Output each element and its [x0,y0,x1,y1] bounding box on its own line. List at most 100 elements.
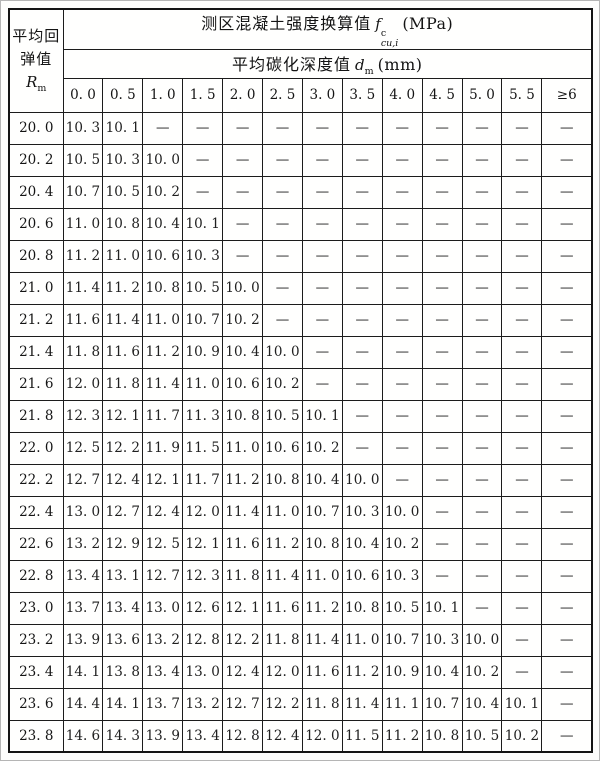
row-label-rebound-value: 20. 0 [8,111,64,145]
value-cell: — [501,655,543,689]
value-cell: 11. 9 [142,431,184,465]
value-cell: — [541,111,593,145]
value-cell: — [262,143,303,177]
value-cell: 10. 1 [421,591,463,625]
value-cell: 13. 4 [102,591,144,625]
value-cell: — [421,527,463,561]
value-cell: 12. 1 [222,591,264,625]
table-row: 20. 2 10. 5 10. 3 10. 0 — — — — — — — — … [8,143,593,177]
value-cell: — [301,207,343,241]
row-label-rebound-value: 23. 0 [8,591,64,625]
row-label-rebound-value: 21. 4 [8,335,64,369]
table-row: 23. 8 14. 6 14. 3 13. 9 13. 4 12. 8 12. … [8,719,593,753]
value-cell: 10. 6 [341,559,383,593]
value-cell: — [222,207,264,241]
value-cell: 12. 7 [62,463,104,497]
value-cell: — [501,463,543,497]
value-cell: 12. 1 [182,527,224,561]
value-cell: 10. 3 [102,143,144,177]
value-cell: 12. 1 [102,399,144,433]
column-header-depth-value: 3. 5 [341,77,383,113]
value-cell: — [301,303,343,337]
value-cell: 13. 2 [142,623,184,657]
value-cell: — [421,303,463,337]
value-cell: 10. 4 [341,527,383,561]
value-cell: — [501,175,543,209]
value-cell: — [461,271,503,305]
value-cell: 11. 2 [262,527,303,561]
value-cell: 10. 8 [102,207,144,241]
value-cell: — [421,335,463,369]
value-cell: 10. 8 [142,271,184,305]
value-cell: 10. 5 [381,591,423,625]
table-title-strength-conversion: 测区混凝土强度换算值 f c cu,i (MPa) [62,8,593,50]
value-cell: — [541,431,593,465]
value-cell: 12. 2 [222,623,264,657]
value-cell: — [501,623,543,657]
value-cell: — [501,239,543,273]
value-cell: 12. 8 [182,623,224,657]
value-cell: 10. 7 [381,623,423,657]
value-cell: 10. 8 [301,527,343,561]
corner-header-mean-rebound-value: 平均回 弹值 Rm [8,8,64,113]
row-label-rebound-value: 22. 2 [8,463,64,497]
value-cell: — [341,367,383,401]
value-cell: 10. 5 [461,719,503,753]
value-cell: 10. 2 [262,367,303,401]
value-cell: 11. 4 [62,271,104,305]
table-row: 22. 4 13. 0 12. 7 12. 4 12. 0 11. 4 11. … [8,495,593,529]
title-symbol-supsub: c cu,i [380,28,399,49]
value-cell: 12. 5 [62,431,104,465]
value-cell: — [461,239,503,273]
column-header-depth-value: ≥6 [541,77,593,113]
value-cell: — [262,175,303,209]
value-cell: — [381,399,423,433]
value-cell: 10. 3 [421,623,463,657]
value-cell: 14. 3 [102,719,144,753]
value-cell: — [222,143,264,177]
column-header-depth-value: 1. 5 [182,77,224,113]
value-cell: 10. 3 [62,111,104,145]
value-cell: — [341,271,383,305]
value-cell: 10. 6 [222,367,264,401]
value-cell: 11. 0 [262,495,303,529]
value-cell: — [501,143,543,177]
concrete-strength-conversion-table: 平均回 弹值 Rm 测区混凝土强度换算值 f c cu,i (MPa) 平均碳化深度值 d… [8,8,593,754]
value-cell: — [421,367,463,401]
column-header-depth-value: 5. 5 [501,77,543,113]
value-cell: — [501,111,543,145]
value-cell: 10. 4 [222,335,264,369]
value-cell: — [501,591,543,625]
value-cell: 13. 0 [62,495,104,529]
column-header-depth-value: 3. 0 [301,77,343,113]
row-label-rebound-value: 22. 8 [8,559,64,593]
row-label-rebound-value: 21. 8 [8,399,64,433]
value-cell: 13. 2 [182,687,224,721]
value-cell: 11. 2 [142,335,184,369]
value-cell: — [461,143,503,177]
value-cell: 11. 6 [262,591,303,625]
title-text: 测区混凝土强度换算值 [201,14,372,33]
value-cell: 12. 7 [142,559,184,593]
value-cell: 13. 0 [182,655,224,689]
value-cell: — [541,239,593,273]
value-cell: — [461,559,503,593]
value-cell: 13. 0 [142,591,184,625]
value-cell: 10. 7 [62,175,104,209]
row-label-rebound-value: 20. 6 [8,207,64,241]
value-cell: 11. 1 [381,687,423,721]
value-cell: 12. 4 [262,719,303,753]
value-cell: — [182,143,224,177]
column-header-depth-value: 4. 5 [421,77,463,113]
value-cell: 12. 6 [182,591,224,625]
row-label-rebound-value: 20. 4 [8,175,64,209]
value-cell: — [182,175,224,209]
value-cell: 13. 4 [62,559,104,593]
value-cell: 10. 5 [262,399,303,433]
value-cell: 11. 0 [142,303,184,337]
value-cell: 13. 9 [62,623,104,657]
value-cell: 10. 0 [222,271,264,305]
table-row: 23. 4 14. 1 13. 8 13. 4 13. 0 12. 4 12. … [8,655,593,689]
table-row: 23. 6 14. 4 14. 1 13. 7 13. 2 12. 7 12. … [8,687,593,721]
value-cell: — [421,463,463,497]
